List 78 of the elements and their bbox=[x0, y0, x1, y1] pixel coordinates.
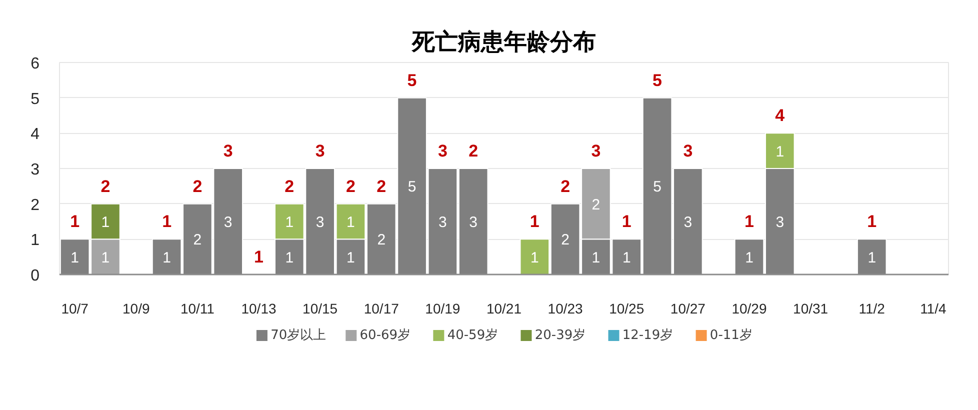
data-label: 1 bbox=[285, 249, 294, 266]
data-label: 1 bbox=[745, 249, 754, 266]
total-label: 5 bbox=[407, 70, 417, 90]
data-label: 1 bbox=[868, 249, 876, 266]
data-label: 1 bbox=[622, 249, 631, 266]
total-label: 3 bbox=[683, 142, 693, 160]
total-label: 1 bbox=[744, 212, 754, 232]
x-tick-label: 10/25 bbox=[609, 300, 644, 316]
data-label: 1 bbox=[162, 249, 171, 266]
legend-label: 0-11岁 bbox=[710, 328, 752, 343]
data-label: 2 bbox=[561, 232, 570, 249]
legend-label: 20-39岁 bbox=[534, 328, 586, 343]
y-tick-label: 5 bbox=[30, 90, 40, 108]
total-label: 3 bbox=[438, 142, 448, 160]
legend-label: 12-19岁 bbox=[622, 328, 674, 343]
total-label: 4 bbox=[775, 106, 786, 126]
total-label: 1 bbox=[70, 212, 80, 232]
y-tick-label: 2 bbox=[30, 196, 40, 214]
data-label: 3 bbox=[316, 214, 324, 231]
x-tick-label: 10/13 bbox=[241, 300, 276, 316]
data-label: 1 bbox=[346, 214, 355, 231]
y-tick-label: 6 bbox=[30, 56, 40, 72]
legend-label: 60-69岁 bbox=[360, 328, 411, 343]
y-tick-label: 0 bbox=[30, 268, 40, 284]
data-label: 1 bbox=[592, 249, 600, 266]
x-tick-label: 11/2 bbox=[858, 300, 886, 316]
total-label: 2 bbox=[100, 176, 110, 196]
chart-title: 死亡病患年龄分布 bbox=[411, 28, 596, 56]
data-label: 1 bbox=[101, 214, 110, 231]
y-tick-label: 1 bbox=[30, 232, 40, 250]
x-tick-label: 10/11 bbox=[180, 300, 215, 316]
legend-label: 70岁以上 bbox=[270, 328, 326, 343]
data-label: 1 bbox=[346, 249, 355, 266]
data-label: 2 bbox=[377, 232, 386, 249]
total-label: 2 bbox=[284, 176, 294, 196]
total-label: 2 bbox=[346, 176, 356, 196]
x-tick-label: 10/31 bbox=[793, 300, 828, 316]
total-label: 1 bbox=[162, 212, 172, 232]
data-label: 3 bbox=[224, 214, 232, 231]
total-label: 2 bbox=[468, 142, 478, 160]
x-tick-label: 10/9 bbox=[122, 300, 150, 316]
data-label: 5 bbox=[653, 178, 662, 196]
data-label: 3 bbox=[684, 214, 692, 231]
data-label: 2 bbox=[592, 196, 600, 214]
x-tick-label: 11/4 bbox=[920, 300, 946, 316]
x-tick-label: 10/19 bbox=[425, 300, 460, 316]
x-tick-label: 10/7 bbox=[61, 300, 89, 316]
total-label: 1 bbox=[867, 212, 877, 232]
data-label: 1 bbox=[101, 249, 110, 266]
total-label: 1 bbox=[530, 212, 540, 232]
x-tick-label: 10/17 bbox=[364, 300, 400, 316]
x-tick-label: 10/15 bbox=[302, 300, 338, 316]
x-tick-label: 10/27 bbox=[670, 300, 706, 316]
data-label: 3 bbox=[776, 214, 784, 231]
total-label: 3 bbox=[315, 142, 325, 160]
data-label: 1 bbox=[776, 143, 784, 160]
total-label: 5 bbox=[652, 70, 662, 90]
data-label: 3 bbox=[469, 214, 478, 231]
total-label: 3 bbox=[223, 142, 233, 160]
bar bbox=[856, 238, 887, 274]
legend-label: 40-59岁 bbox=[447, 328, 498, 343]
y-tick-label: 3 bbox=[30, 162, 40, 178]
x-tick-label: 10/23 bbox=[548, 300, 584, 316]
x-tick-label: 10/21 bbox=[486, 300, 522, 316]
data-label: 1 bbox=[285, 214, 294, 231]
y-tick-label: 4 bbox=[30, 126, 40, 144]
text: 1 bbox=[254, 248, 264, 266]
total-label: 2 bbox=[560, 176, 570, 196]
x-tick-label: 10/29 bbox=[732, 300, 767, 316]
total-label: 2 bbox=[376, 176, 386, 196]
data-label: 1 bbox=[70, 249, 79, 266]
data-label: 5 bbox=[408, 178, 416, 196]
total-label: 3 bbox=[591, 142, 601, 160]
data-label: 1 bbox=[530, 249, 539, 266]
data-label: 2 bbox=[193, 232, 202, 249]
total-label: 2 bbox=[192, 176, 202, 196]
total-label: 1 bbox=[622, 212, 632, 232]
data-label: 3 bbox=[438, 214, 447, 231]
